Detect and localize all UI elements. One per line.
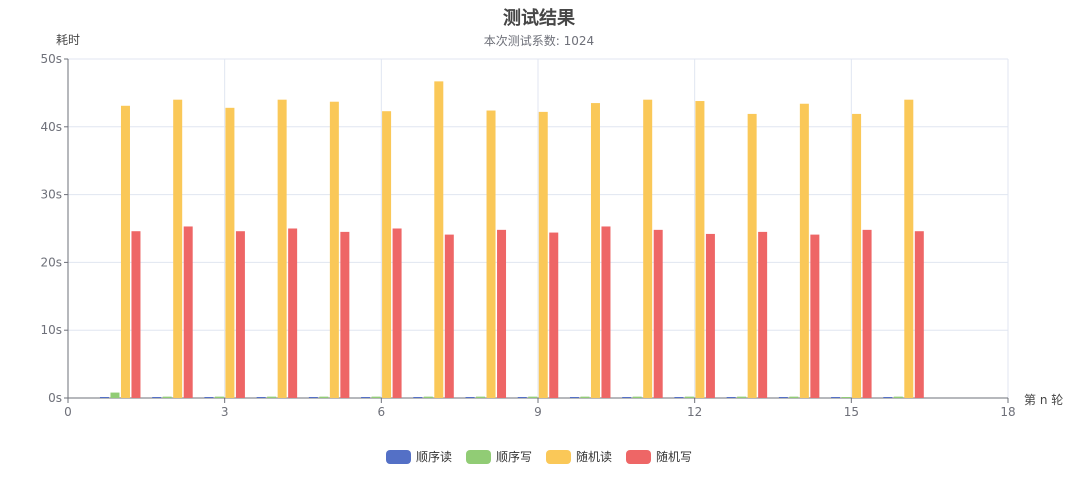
y-tick-label: 20s — [40, 255, 62, 269]
bar-随机写 — [601, 226, 611, 398]
legend: 顺序读 顺序写 随机读 随机写 — [0, 448, 1078, 465]
bar-顺序写 — [841, 397, 851, 398]
bar-随机读 — [120, 105, 130, 399]
bar-顺序写 — [737, 396, 747, 398]
bar-随机写 — [758, 231, 768, 398]
bar-随机写 — [444, 234, 454, 398]
chart-subtitle: 本次测试系数: 1024 — [483, 34, 595, 48]
legend-item[interactable]: 随机读 — [546, 448, 612, 465]
bar-随机读 — [695, 101, 705, 398]
x-tick-label: 18 — [1000, 405, 1015, 419]
legend-item[interactable]: 顺序写 — [465, 448, 532, 465]
bar-顺序读 — [99, 397, 109, 398]
bar-顺序读 — [204, 397, 214, 398]
y-tick-label: 30s — [40, 188, 62, 202]
bar-顺序读 — [465, 397, 475, 398]
bar-随机读 — [225, 107, 235, 398]
bar-随机读 — [486, 110, 496, 398]
x-tick-label: 6 — [378, 405, 386, 419]
bar-顺序写 — [110, 392, 120, 398]
bar-随机写 — [497, 229, 507, 398]
bar-随机读 — [852, 113, 862, 398]
bar-顺序写 — [267, 396, 277, 398]
bar-顺序读 — [152, 397, 162, 398]
bar-随机写 — [235, 231, 245, 398]
bar-顺序读 — [883, 397, 893, 398]
bar-随机写 — [810, 234, 820, 398]
legend-label: 顺序写 — [495, 450, 532, 464]
bar-随机写 — [549, 232, 559, 398]
y-tick-label: 0s — [48, 391, 62, 405]
legend-swatch — [385, 449, 411, 464]
bar-顺序写 — [162, 396, 172, 398]
bar-顺序写 — [580, 396, 590, 398]
bar-顺序写 — [476, 396, 486, 398]
bar-顺序写 — [789, 396, 799, 398]
bar-随机读 — [590, 103, 600, 398]
legend-swatch — [465, 449, 491, 464]
bar-随机写 — [131, 231, 141, 398]
bar-顺序读 — [674, 397, 684, 398]
bar-顺序读 — [308, 397, 318, 398]
bar-顺序读 — [413, 397, 423, 398]
legend-label: 随机写 — [656, 450, 693, 464]
chart-title: 测试结果 — [503, 8, 575, 29]
x-tick-label: 0 — [64, 405, 72, 419]
bar-顺序读 — [726, 397, 736, 398]
bar-顺序读 — [517, 397, 527, 398]
bar-顺序写 — [214, 396, 224, 398]
bar-顺序写 — [319, 396, 329, 398]
legend-item[interactable]: 顺序读 — [385, 448, 452, 465]
bar-随机写 — [340, 231, 350, 398]
bar-随机写 — [862, 229, 872, 398]
bar-随机读 — [643, 99, 653, 399]
bar-随机读 — [434, 81, 444, 399]
bar-随机读 — [747, 113, 757, 398]
x-tick-label: 12 — [687, 405, 702, 419]
x-tick-label: 15 — [844, 405, 859, 419]
bar-顺序读 — [256, 397, 266, 398]
bar-随机读 — [173, 99, 183, 399]
legend-label: 顺序读 — [415, 450, 452, 464]
bar-顺序读 — [361, 397, 371, 398]
bar-顺序写 — [893, 396, 903, 398]
x-axis-label: 第 n 轮 — [1024, 393, 1064, 407]
legend-swatch — [626, 449, 652, 464]
bar-顺序读 — [778, 397, 788, 398]
bar-顺序读 — [831, 397, 841, 398]
bar-随机写 — [914, 231, 924, 398]
y-axis-label: 耗时 — [56, 33, 81, 47]
legend-label: 随机读 — [576, 450, 613, 464]
bar-顺序写 — [632, 396, 642, 398]
y-tick-label: 50s — [40, 52, 62, 66]
bar-随机写 — [653, 229, 663, 398]
legend-swatch — [546, 449, 571, 464]
bar-顺序写 — [371, 396, 381, 398]
bar-顺序读 — [622, 397, 632, 398]
x-tick-label: 3 — [221, 405, 229, 419]
bar-随机写 — [183, 226, 193, 398]
legend-item[interactable]: 随机写 — [626, 448, 692, 465]
bar-随机读 — [799, 103, 809, 399]
bar-随机读 — [538, 111, 548, 398]
bar-随机写 — [288, 228, 298, 398]
bar-随机读 — [904, 99, 914, 399]
bar-随机读 — [382, 111, 392, 399]
y-tick-label: 10s — [40, 323, 62, 337]
bar-顺序写 — [684, 396, 694, 398]
bar-随机读 — [277, 99, 287, 399]
bar-顺序写 — [423, 396, 433, 398]
bar-顺序读 — [569, 397, 579, 398]
bar-顺序写 — [528, 396, 538, 398]
bar-随机读 — [329, 101, 339, 399]
bar-随机写 — [392, 228, 402, 398]
y-tick-label: 40s — [40, 120, 62, 134]
x-tick-label: 9 — [534, 405, 542, 419]
bar-随机写 — [705, 233, 715, 398]
